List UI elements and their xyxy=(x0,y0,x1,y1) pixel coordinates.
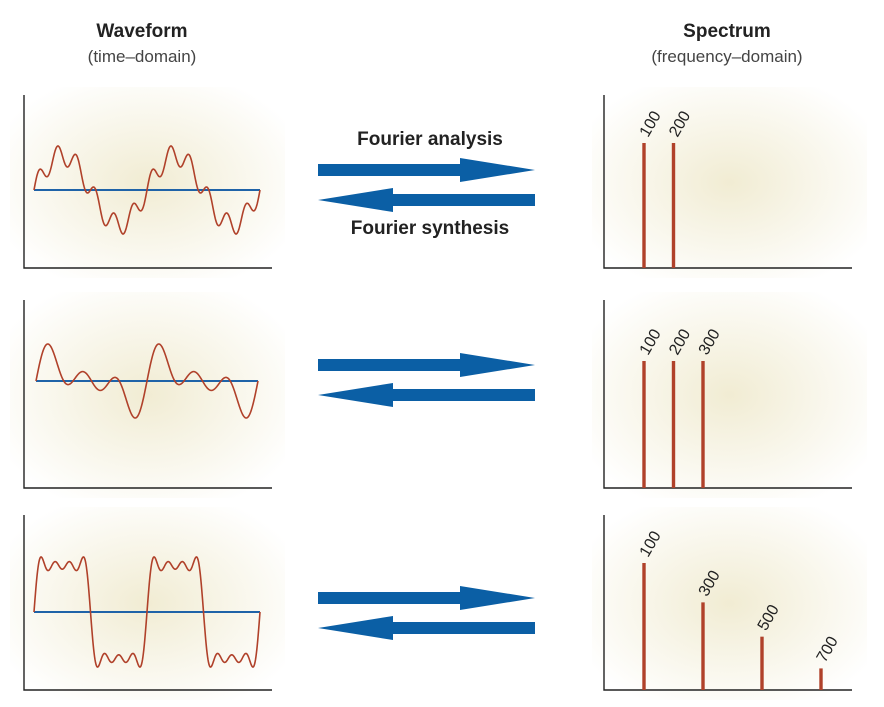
waveform-panel-3 xyxy=(23,515,272,691)
waveform-curve xyxy=(35,343,259,419)
spectrum-axes xyxy=(603,95,852,269)
spectrum-panel-1: 100 200 xyxy=(603,95,852,269)
analysis-arrow-icon xyxy=(318,158,535,182)
spectrum-subtitle: (frequency–domain) xyxy=(651,47,802,66)
synthesis-arrow-icon xyxy=(318,383,535,407)
arrow-pair-1 xyxy=(318,158,535,212)
spectrum-axes xyxy=(603,515,852,691)
spectrum-title: Spectrum xyxy=(683,21,771,42)
analysis-arrow-icon xyxy=(318,353,535,377)
waveform-curve xyxy=(33,556,261,668)
waveform-curve xyxy=(33,145,261,235)
waveform-axes xyxy=(23,300,272,489)
spectrum-panel-glow-1 xyxy=(592,87,867,278)
waveform-panel-glow-1 xyxy=(10,87,285,278)
spectrum-axes xyxy=(603,300,852,489)
waveform-panel-1 xyxy=(23,95,272,269)
fourier-synthesis-label: Fourier synthesis xyxy=(351,218,509,239)
arrow-pair-2 xyxy=(318,353,535,407)
waveform-axes xyxy=(23,515,272,691)
synthesis-arrow-icon xyxy=(318,188,535,212)
waveform-title: Waveform xyxy=(96,21,187,42)
waveform-panels xyxy=(23,95,272,691)
spectrum-panel-glow-2 xyxy=(592,292,867,498)
waveform-subtitle: (time–domain) xyxy=(88,47,197,66)
arrow-pair-3 xyxy=(318,586,535,640)
waveform-panel-2 xyxy=(23,300,272,489)
fourier-arrows xyxy=(318,158,535,640)
spectrum-panel-glow-3 xyxy=(592,507,867,700)
fourier-analysis-label: Fourier analysis xyxy=(357,129,503,150)
waveform-panel-glow-2 xyxy=(10,292,285,498)
analysis-arrow-icon xyxy=(318,586,535,610)
waveform-axes xyxy=(23,95,272,269)
synthesis-arrow-icon xyxy=(318,616,535,640)
